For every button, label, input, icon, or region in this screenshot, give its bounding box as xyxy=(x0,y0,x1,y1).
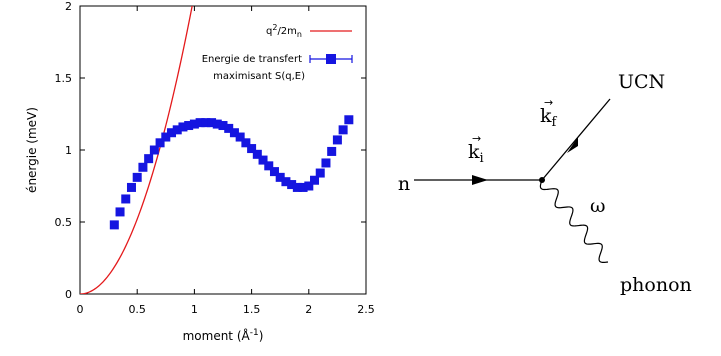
omega-label: ω xyxy=(590,195,606,217)
data-point xyxy=(241,138,251,148)
x-tick-label: 2.5 xyxy=(357,303,375,316)
ucn-label: UCN xyxy=(618,71,665,93)
x-axis-title: moment (Å-1) xyxy=(183,328,264,343)
legend-label-parabola: q2/2mn xyxy=(266,23,302,39)
data-point xyxy=(155,138,165,148)
phonon-wavy-line xyxy=(539,179,609,263)
data-point xyxy=(287,180,297,190)
data-point xyxy=(109,220,119,230)
series-line-q2-2mn xyxy=(80,6,193,294)
data-point xyxy=(298,182,308,192)
data-point xyxy=(172,125,182,135)
legend-swatch-markers xyxy=(309,54,353,64)
phonon-label: phonon xyxy=(620,274,692,296)
y-tick-label: 0.5 xyxy=(55,216,73,229)
data-point xyxy=(161,132,171,142)
data-point xyxy=(258,155,268,165)
scattering-diagram: n ki → kf → UCN ω phonon xyxy=(398,71,692,296)
data-point xyxy=(338,125,348,135)
data-point xyxy=(189,119,199,129)
neutron-label: n xyxy=(398,173,410,195)
kf-label: kf xyxy=(540,105,558,130)
data-point xyxy=(344,115,354,125)
data-point xyxy=(126,182,136,192)
data-point xyxy=(218,121,228,131)
data-point xyxy=(292,182,302,192)
data-point xyxy=(327,146,337,156)
data-point xyxy=(315,168,325,178)
data-point xyxy=(281,177,291,187)
x-tick-label: 2 xyxy=(305,303,312,316)
data-point xyxy=(321,158,331,168)
legend-marker-square xyxy=(326,54,336,64)
data-point xyxy=(252,149,262,159)
data-point xyxy=(224,123,234,133)
data-point xyxy=(149,145,159,155)
data-point xyxy=(178,122,188,132)
data-point xyxy=(207,118,217,128)
y-tick-label: 1 xyxy=(65,144,72,157)
incoming-arrow-head xyxy=(472,175,488,185)
data-point xyxy=(275,172,285,182)
x-tick-label: 0.5 xyxy=(128,303,146,316)
legend-label-markers-line1: Energie de transfert xyxy=(202,54,302,65)
y-axis-title: énergie (meV) xyxy=(25,107,39,193)
data-point xyxy=(115,207,125,217)
data-point xyxy=(167,128,177,138)
data-point xyxy=(332,135,342,145)
ki-vector-arrow: → xyxy=(472,132,481,145)
data-point xyxy=(229,128,239,138)
y-tick-label: 2 xyxy=(65,0,72,13)
data-point xyxy=(235,132,245,142)
data-point xyxy=(247,144,257,154)
data-point xyxy=(201,118,211,128)
data-point xyxy=(144,154,154,164)
legend-label-markers-line2: maximisant S(q,E) xyxy=(213,71,305,82)
y-tick-label: 0 xyxy=(65,288,72,301)
data-point xyxy=(184,121,194,131)
data-point xyxy=(304,181,314,191)
data-point xyxy=(121,194,131,204)
legend: q2/2mn Energie de transfert maximisant S… xyxy=(202,23,353,82)
data-point xyxy=(195,118,205,128)
kf-vector-arrow: → xyxy=(544,96,553,109)
x-tick-label: 1.5 xyxy=(243,303,261,316)
data-point xyxy=(132,172,142,182)
data-point xyxy=(269,167,279,177)
outgoing-ucn-line xyxy=(541,98,611,181)
x-tick-label: 1 xyxy=(191,303,198,316)
data-point xyxy=(264,161,274,171)
data-point xyxy=(310,175,320,185)
ki-label: ki xyxy=(468,141,484,166)
x-tick-label: 0 xyxy=(77,303,84,316)
outgoing-arrow-head xyxy=(567,137,578,153)
y-tick-label: 1.5 xyxy=(55,72,73,85)
data-point xyxy=(212,119,222,129)
data-point xyxy=(138,162,148,172)
axis-tick-labels: 0 0.5 1 1.5 2 2.5 0 0.5 1 1.5 2 xyxy=(55,0,375,316)
series-markers-energie-de-transfert xyxy=(109,115,354,230)
